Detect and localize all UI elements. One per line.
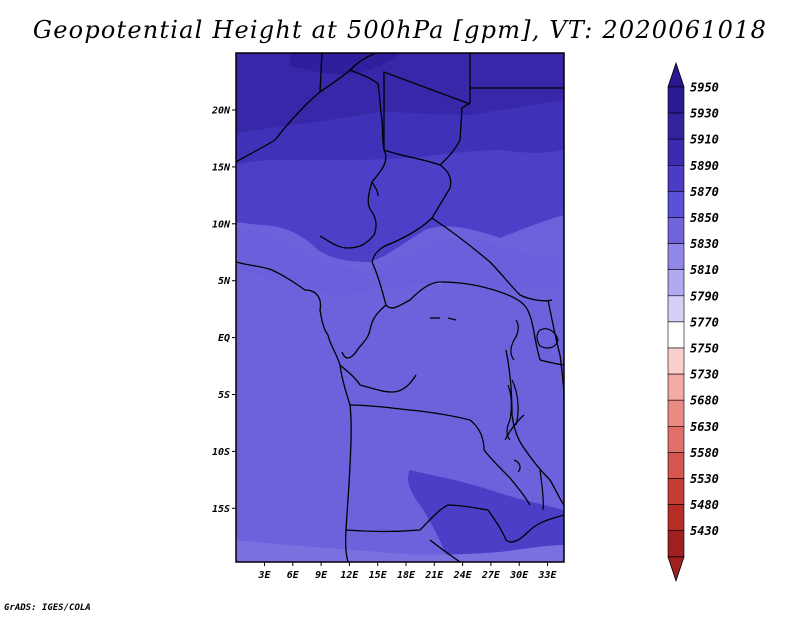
lon-label: 12E	[340, 570, 359, 581]
colorbar-label: 5830	[690, 237, 719, 251]
colorbar-label: 5530	[690, 472, 719, 486]
colorbar-label: 5430	[690, 524, 719, 538]
colorbar-label: 5810	[690, 263, 719, 277]
colorbar-label: 5580	[690, 446, 719, 460]
colorbar-swatch	[667, 191, 685, 218]
colorbar-top-arrow	[667, 61, 685, 88]
lon-label: 21E	[424, 570, 444, 581]
colorbar-label: 5790	[690, 289, 719, 303]
colorbar-swatch	[667, 399, 685, 427]
map-frame	[235, 52, 565, 563]
country-borders	[236, 53, 564, 562]
colorbar-bottom-arrow	[667, 556, 685, 583]
colorbar-label: 5910	[690, 133, 719, 147]
colorbar-swatch	[667, 321, 685, 349]
colorbar-swatch	[667, 530, 685, 558]
colorbar-swatch	[667, 112, 685, 140]
lon-label: 3E	[257, 570, 271, 581]
colorbar-label: 5870	[690, 185, 719, 199]
longitude-labels: 3E 6E 9E 12E 15E 18E 21E 24E 27E 30E 33E	[257, 570, 557, 581]
colorbar: 5950 5930 5910 5890 5870 5850 5830 5810 5790 5770…	[667, 61, 719, 583]
colorbar-swatch	[667, 504, 685, 532]
lat-label: 5S	[218, 390, 230, 401]
colorbar-label: 5930	[690, 107, 719, 121]
lon-label: 27E	[481, 570, 501, 581]
colorbar-swatch	[667, 478, 685, 505]
height-field	[236, 53, 564, 562]
lat-label: 15N	[212, 162, 231, 173]
colorbar-swatch	[667, 138, 685, 166]
colorbar-label: 5770	[690, 315, 719, 329]
lon-label: 6E	[287, 570, 300, 581]
lon-label: 30E	[509, 570, 529, 581]
latitude-labels: 20N 15N 10N 5N EQ 5S 10S 15S	[211, 106, 231, 515]
colorbar-label: 5680	[690, 394, 719, 408]
lat-label: 10N	[212, 219, 231, 230]
lat-label: 15S	[212, 504, 230, 515]
colorbar-label: 5890	[690, 159, 719, 173]
colorbar-label: 5750	[690, 342, 719, 356]
colorbar-label: 5630	[690, 420, 719, 434]
colorbar-swatch	[667, 373, 685, 401]
colorbar-swatch	[667, 295, 685, 323]
colorbar-swatch	[667, 425, 685, 453]
colorbar-swatch	[667, 269, 685, 297]
colorbar-swatch	[667, 217, 685, 244]
colorbar-label: 5480	[690, 498, 719, 512]
colorbar-label: 5850	[690, 211, 719, 225]
colorbar-swatch	[667, 165, 685, 192]
lakes-outline	[371, 181, 559, 511]
lon-label: 15E	[369, 570, 388, 581]
grads-credit: GrADS: IGES/COLA	[4, 603, 91, 613]
lat-label: 20N	[211, 106, 231, 117]
colorbar-label: 5950	[690, 81, 719, 95]
lat-label: 5N	[218, 276, 231, 287]
colorbar-swatch	[667, 452, 685, 479]
axis-ticks	[232, 109, 548, 566]
map-title: Geopotential Height at 500hPa [gpm], VT:…	[32, 16, 768, 44]
colorbar-swatch	[667, 243, 685, 271]
colorbar-swatch	[667, 347, 685, 375]
colorbar-label: 5730	[690, 368, 719, 382]
colorbar-swatch	[667, 86, 685, 114]
lon-label: 9E	[315, 570, 328, 581]
lon-label: 24E	[453, 570, 473, 581]
lat-label: EQ	[218, 333, 230, 344]
lon-label: 33E	[537, 570, 557, 581]
lat-label: 10S	[212, 447, 230, 458]
lon-label: 18E	[397, 570, 416, 581]
